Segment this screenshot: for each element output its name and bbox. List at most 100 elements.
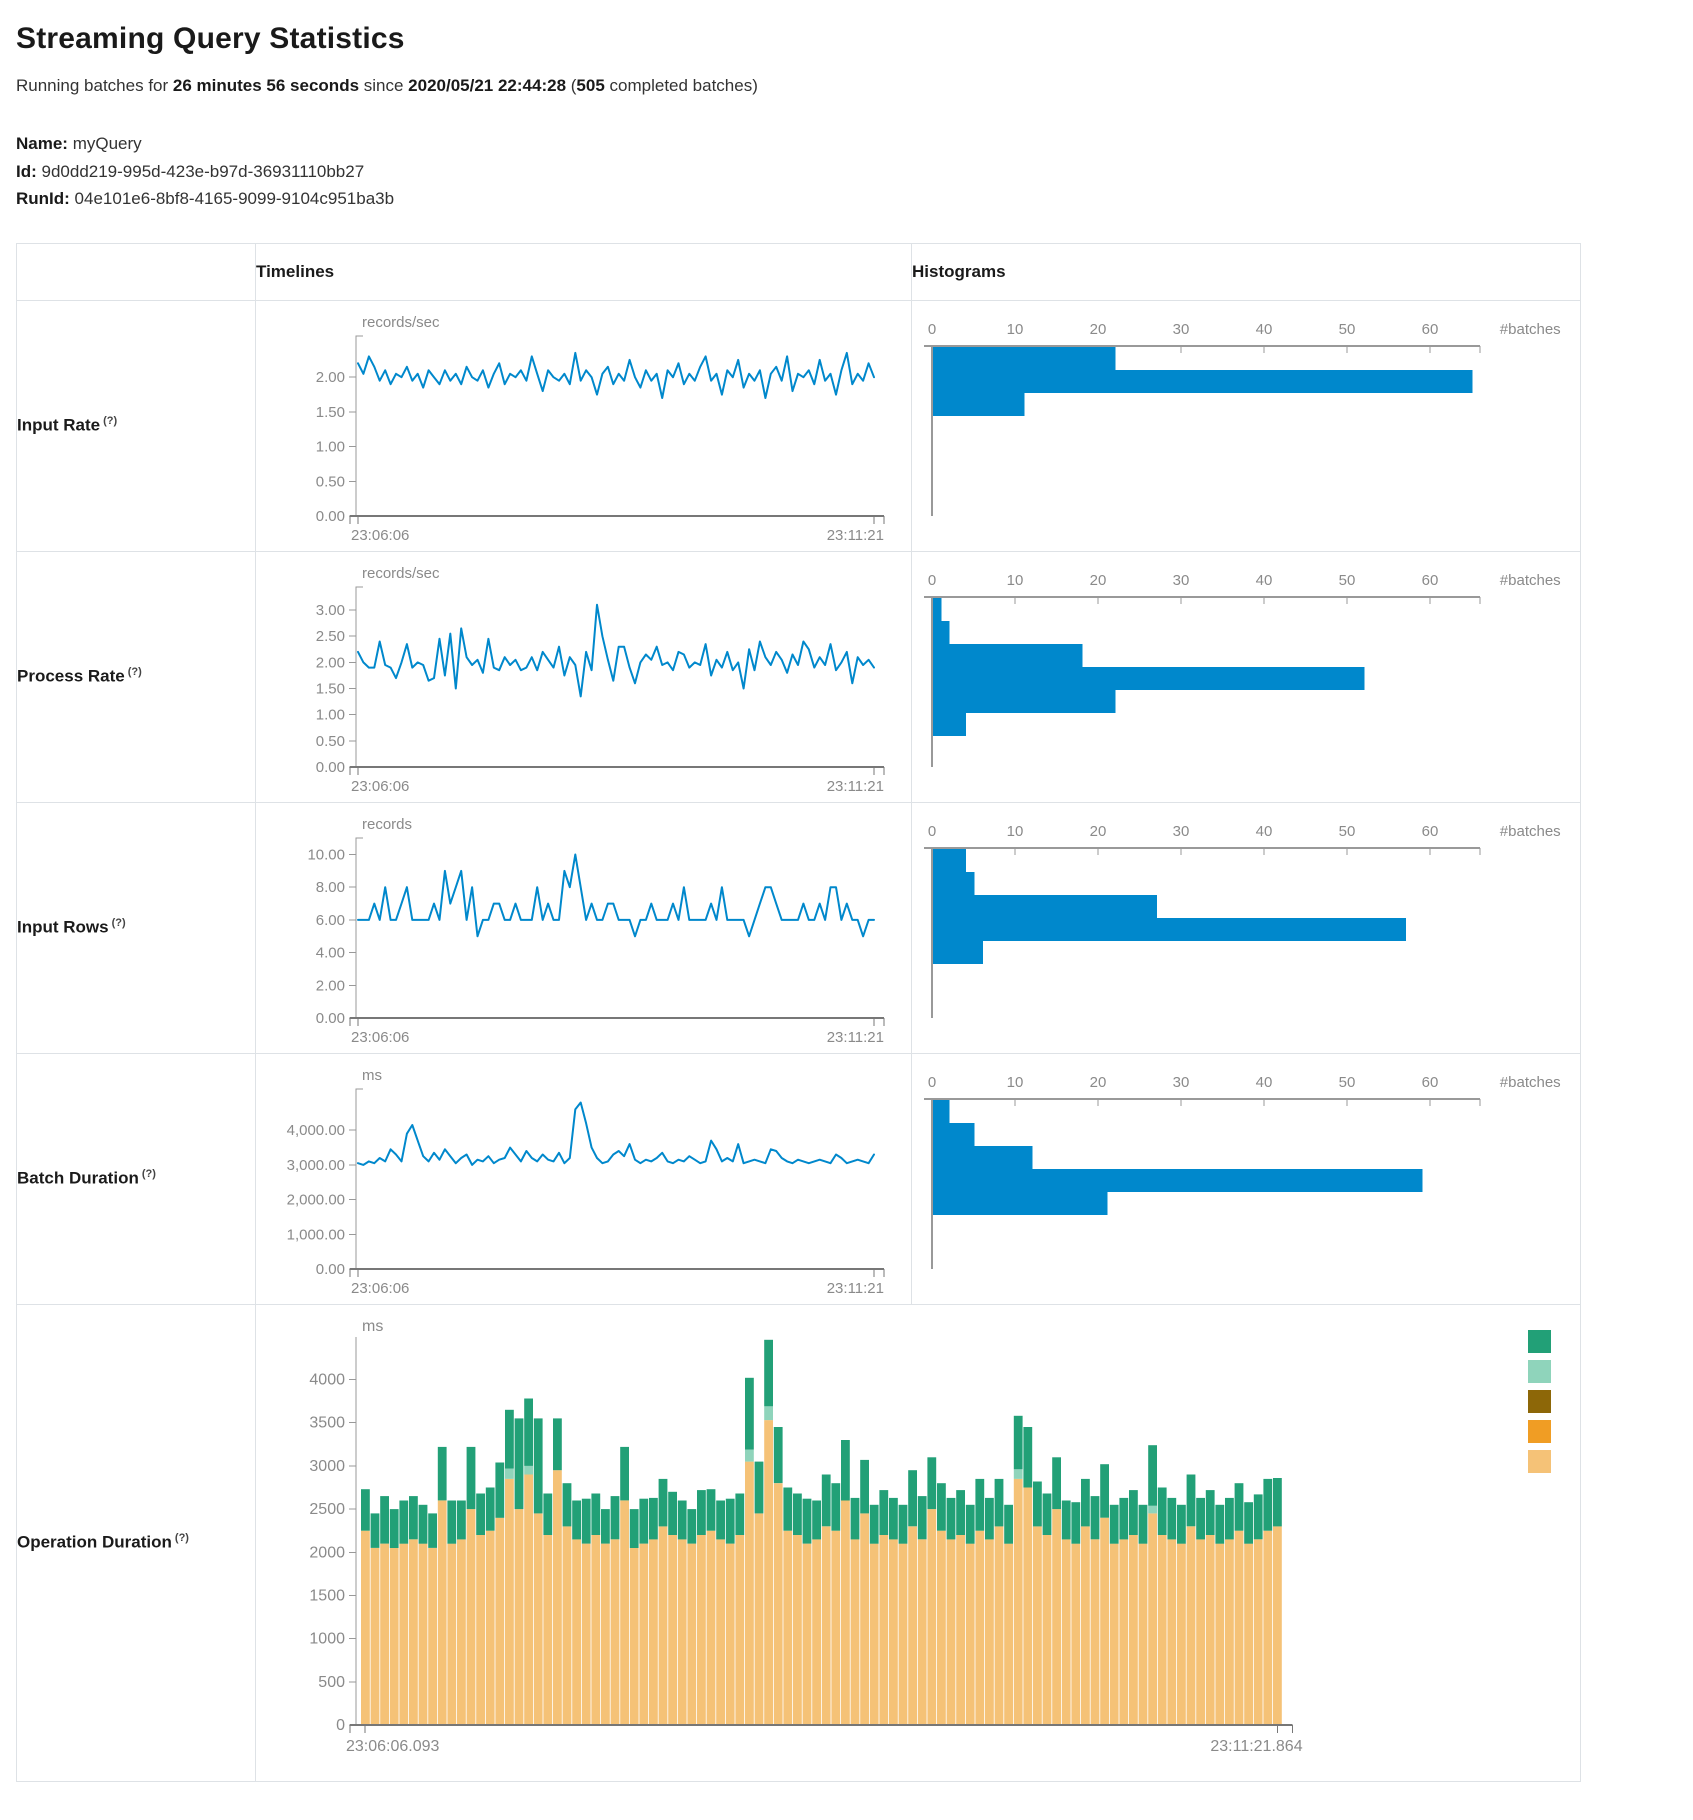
svg-text:records: records: [362, 816, 412, 833]
svg-text:ms: ms: [362, 1067, 382, 1084]
svg-text:23:06:06: 23:06:06: [351, 1029, 409, 1046]
query-id-line: Id: 9d0dd219-995d-423e-b97d-36931110bb27: [16, 158, 1677, 186]
svg-text:10.00: 10.00: [307, 846, 345, 863]
input-rate-label: Input Rate (?): [16, 299, 256, 552]
svg-text:10: 10: [1007, 572, 1024, 589]
svg-text:30: 30: [1173, 823, 1190, 840]
svg-text:6.00: 6.00: [316, 912, 345, 929]
svg-text:0.00: 0.00: [316, 1261, 345, 1278]
svg-text:50: 50: [1339, 1074, 1356, 1091]
svg-text:50: 50: [1339, 572, 1356, 589]
svg-text:23:06:06: 23:06:06: [351, 1280, 409, 1297]
query-meta: Name: myQuery Id: 9d0dd219-995d-423e-b97…: [16, 130, 1677, 213]
input-rows-help-icon[interactable]: (?): [111, 917, 126, 930]
svg-text:30: 30: [1173, 1074, 1190, 1091]
svg-text:2000: 2000: [309, 1544, 345, 1561]
svg-text:2.50: 2.50: [316, 628, 345, 645]
svg-text:40: 40: [1256, 572, 1273, 589]
batch-duration-help-icon[interactable]: (?): [141, 1168, 156, 1181]
input-rate-row: Input Rate (?) records/sec 2.00 1.50 1.00 0.5…: [16, 299, 1581, 552]
query-name-label: Name:: [16, 134, 68, 153]
svg-text:23:06:06: 23:06:06: [351, 527, 409, 544]
svg-text:23:06:06: 23:06:06: [351, 778, 409, 795]
legend-lightgreen-swatch: [1528, 1359, 1551, 1383]
query-id-label: Id:: [16, 161, 37, 181]
svg-text:0: 0: [928, 321, 936, 338]
legend-green-swatch: [1528, 1329, 1551, 1353]
svg-text:2.00: 2.00: [316, 654, 345, 671]
svg-text:40: 40: [1256, 1074, 1273, 1091]
svg-text:10: 10: [1007, 1074, 1024, 1091]
summary-prefix: Running batches for: [16, 76, 173, 95]
batch-duration-timeline-cell: ms 4,000.00 3,000.00 2,000.00 1,000.00 0.00 23…: [255, 1052, 912, 1305]
svg-text:2,000.00: 2,000.00: [287, 1191, 345, 1208]
svg-text:#batches: #batches: [1500, 823, 1561, 840]
col-header-histograms: Histograms: [911, 242, 1581, 301]
svg-text:60: 60: [1422, 823, 1439, 840]
svg-text:records/sec: records/sec: [362, 565, 440, 582]
batch-duration-row: Batch Duration (?) ms 4,000.00 3,000.00 2,00…: [16, 1052, 1581, 1305]
svg-text:#batches: #batches: [1500, 572, 1561, 589]
svg-text:3.00: 3.00: [316, 602, 345, 619]
svg-text:23:11:21.864: 23:11:21.864: [1210, 1738, 1302, 1755]
svg-text:23:11:21: 23:11:21: [827, 1280, 884, 1297]
operation-duration-row: Operation Duration (?) ms 4000 3500 3000 2500…: [16, 1303, 1581, 1782]
input-rate-histogram-chart: 0 10 20 30 40 50 60 #batches: [924, 321, 1561, 516]
input-rows-timeline-chart: records 10.00 8.00 6.00 4.00 2.00 0.00 23:06:06…: [307, 816, 885, 1046]
svg-text:4000: 4000: [309, 1371, 345, 1388]
svg-text:1.00: 1.00: [316, 706, 345, 723]
process-rate-help-icon[interactable]: (?): [127, 666, 142, 679]
svg-text:1,000.00: 1,000.00: [287, 1226, 345, 1243]
svg-text:23:11:21: 23:11:21: [827, 527, 884, 544]
svg-text:3500: 3500: [309, 1414, 345, 1431]
input-rows-timeline-cell: records 10.00 8.00 6.00 4.00 2.00 0.00 23:06:06…: [255, 801, 912, 1054]
process-rate-histogram-chart: 0 10 20 30 40 50 60 #batches: [924, 572, 1561, 767]
svg-text:0.00: 0.00: [316, 759, 345, 776]
svg-text:1.50: 1.50: [316, 404, 345, 421]
query-runid-value: 04e101e6-8bf8-4165-9099-9104c951ba3b: [69, 189, 395, 209]
svg-text:20: 20: [1090, 823, 1107, 840]
query-id-value: 9d0dd219-995d-423e-b97d-36931110bb27: [36, 161, 365, 181]
svg-text:60: 60: [1422, 572, 1439, 589]
svg-text:10: 10: [1007, 321, 1024, 338]
stats-table: Timelines Histograms Input Rate (?) recor…: [16, 242, 1581, 1782]
svg-text:0: 0: [928, 572, 936, 589]
operation-duration-help-icon[interactable]: (?): [174, 1532, 189, 1545]
input-rate-histogram-cell: 0 10 20 30 40 50 60 #batches: [911, 299, 1581, 552]
batch-duration-label: Batch Duration (?): [16, 1052, 256, 1305]
svg-text:10: 10: [1007, 823, 1024, 840]
input-rows-histogram-chart: 0 10 20 30 40 50 60 #batches: [924, 823, 1561, 1018]
query-name-line: Name: myQuery: [16, 130, 1677, 158]
svg-text:30: 30: [1173, 321, 1190, 338]
summary-start-time: 2020/05/21 22:44:28: [408, 76, 567, 95]
input-rows-row: Input Rows (?) records 10.00 8.00 6.00 4.00 2.…: [16, 801, 1581, 1054]
process-rate-row: Process Rate (?) records/sec 3.00 2.50 2.00 1…: [16, 550, 1581, 803]
input-rate-help-icon[interactable]: (?): [103, 415, 118, 428]
svg-text:3,000.00: 3,000.00: [287, 1157, 345, 1174]
legend-tan-swatch: [1528, 1449, 1551, 1473]
input-rate-timeline-chart: records/sec 2.00 1.50 1.00 0.50 0.00 23:06:06 2…: [316, 314, 885, 544]
legend-orange-swatch: [1528, 1419, 1551, 1443]
svg-text:#batches: #batches: [1500, 321, 1561, 338]
col-header-timelines: Timelines: [255, 242, 912, 301]
summary-open-paren: (: [566, 76, 577, 95]
svg-text:23:06:06.093: 23:06:06.093: [346, 1738, 440, 1755]
input-rate-timeline-cell: records/sec 2.00 1.50 1.00 0.50 0.00 23:06:06 2…: [255, 299, 912, 552]
summary-suffix: completed batches): [604, 76, 758, 95]
operation-duration-stacked-chart: ms 4000 3500 3000 2500 2000 1500 1000 500 023:06:…: [309, 1318, 1551, 1755]
svg-text:0.50: 0.50: [316, 473, 345, 490]
svg-text:0: 0: [928, 823, 936, 840]
svg-text:0.00: 0.00: [316, 508, 345, 525]
batch-duration-histogram-cell: 0 10 20 30 40 50 60 #batches: [911, 1052, 1581, 1305]
svg-text:2500: 2500: [309, 1501, 345, 1518]
summary-since: since: [359, 76, 409, 95]
summary-duration: 26 minutes 56 seconds: [172, 76, 360, 95]
svg-text:0: 0: [336, 1717, 345, 1734]
svg-text:20: 20: [1090, 572, 1107, 589]
process-rate-timeline-chart: records/sec 3.00 2.50 2.00 1.50 1.00 0.50 0.00 2…: [316, 565, 885, 795]
svg-text:2.00: 2.00: [316, 369, 345, 386]
svg-text:20: 20: [1090, 1074, 1107, 1091]
svg-text:0: 0: [928, 1074, 936, 1091]
svg-text:8.00: 8.00: [316, 879, 345, 896]
svg-text:23:11:21: 23:11:21: [827, 1029, 884, 1046]
